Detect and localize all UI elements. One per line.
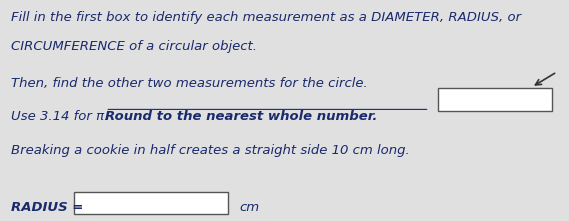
- Text: Then, find the other two measurements for the circle.: Then, find the other two measurements fo…: [11, 77, 368, 90]
- FancyBboxPatch shape: [74, 192, 228, 214]
- Text: Breaking a cookie in half creates a straight side 10 cm long.: Breaking a cookie in half creates a stra…: [11, 144, 410, 157]
- Text: Use 3.14 for π.: Use 3.14 for π.: [11, 110, 113, 124]
- FancyBboxPatch shape: [438, 88, 552, 110]
- Text: Fill in the first box to identify each measurement as a DIAMETER, RADIUS, or: Fill in the first box to identify each m…: [11, 11, 522, 24]
- Text: CIRCUMFERENCE of a circular object.: CIRCUMFERENCE of a circular object.: [11, 40, 257, 53]
- Text: Round to the nearest whole number.: Round to the nearest whole number.: [105, 110, 378, 124]
- Text: cm: cm: [239, 201, 259, 214]
- Text: RADIUS =: RADIUS =: [11, 201, 88, 214]
